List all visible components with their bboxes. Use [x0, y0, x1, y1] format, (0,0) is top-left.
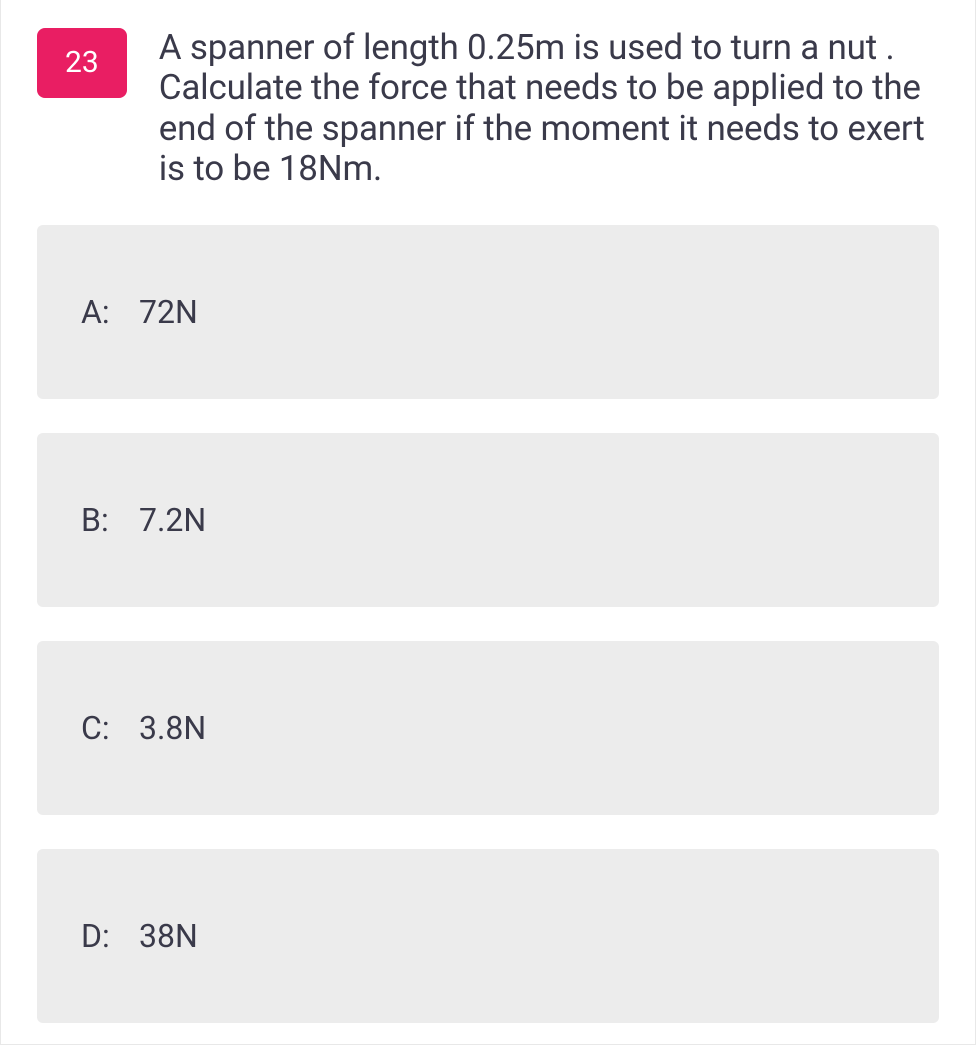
quiz-card: 23 A spanner of length 0.25m is used to …	[0, 0, 976, 1045]
answer-option-b[interactable]: B: 7.2N	[37, 433, 939, 607]
answer-value: 3.8N	[139, 709, 206, 747]
question-number-badge: 23	[37, 28, 127, 98]
answer-label: B:	[81, 501, 139, 539]
answer-label: C:	[81, 709, 139, 747]
answer-value: 38N	[139, 917, 198, 955]
answer-value: 72N	[139, 293, 198, 331]
answer-option-d[interactable]: D: 38N	[37, 849, 939, 1023]
answer-list: A: 72N B: 7.2N C: 3.8N D: 38N	[37, 225, 939, 1023]
answer-option-a[interactable]: A: 72N	[37, 225, 939, 399]
answer-label: A:	[81, 293, 139, 331]
answer-label: D:	[81, 917, 139, 955]
answer-option-c[interactable]: C: 3.8N	[37, 641, 939, 815]
answer-value: 7.2N	[139, 501, 206, 539]
question-header: 23 A spanner of length 0.25m is used to …	[37, 28, 939, 189]
question-text: A spanner of length 0.25m is used to tur…	[159, 28, 939, 189]
